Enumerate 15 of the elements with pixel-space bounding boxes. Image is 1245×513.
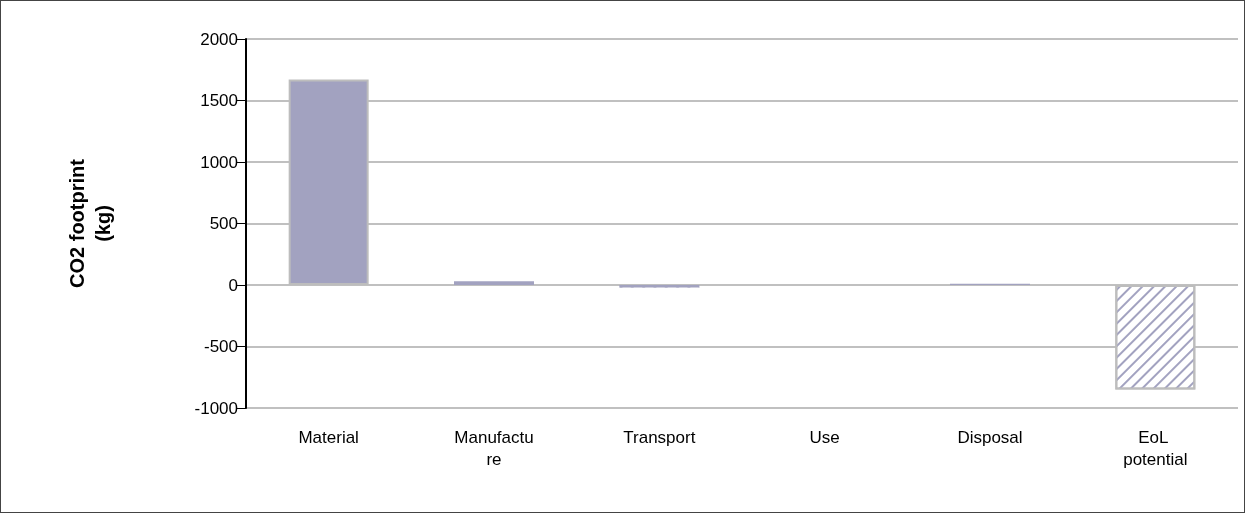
y-tick-label: 500 [209, 214, 238, 233]
y-tick-label: 1000 [200, 152, 238, 172]
x-tick-label: Manufacture [454, 427, 534, 469]
x-tick-label: EoL potential [1123, 427, 1188, 469]
y-tick-label: 1500 [200, 91, 238, 110]
x-tick-label: Material [298, 427, 359, 447]
y-tick-label: 2000 [200, 29, 238, 49]
x-tick-label: Transport [623, 427, 696, 447]
y-tick-label: -1000 [194, 398, 238, 418]
x-tick-label: Disposal [957, 427, 1023, 447]
y-tick-label: -500 [203, 337, 238, 356]
y-axis-title: CO2 footprint (kg) [66, 158, 114, 288]
y-tick-label: 0 [228, 275, 238, 295]
x-tick-label: Use [809, 427, 840, 447]
bar [454, 281, 534, 285]
